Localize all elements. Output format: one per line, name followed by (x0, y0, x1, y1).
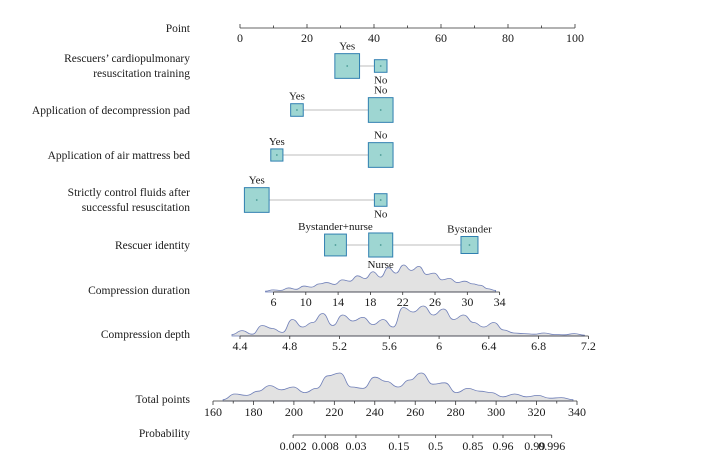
axis-depth-tick-label: 5.6 (382, 339, 397, 353)
level-label-pad: No (374, 85, 388, 97)
row-label-identity: Rescuer identity (115, 240, 190, 252)
total-points-tick-label: 300 (487, 405, 505, 419)
probability-tick-label: 0.5 (428, 439, 443, 453)
probability-tick-label: 0.96 (492, 439, 513, 453)
level-label-training: Yes (339, 41, 355, 53)
row-label-pad: Application of decompression pad (32, 105, 190, 117)
total-points-tick-label: 260 (406, 405, 424, 419)
probability-tick-label: 0.002 (280, 439, 307, 453)
row-label-fluids: Strictly control fluids after (68, 187, 190, 199)
points-axis-tick-label: 100 (566, 31, 584, 45)
points-axis-tick-label: 40 (368, 31, 380, 45)
level-label-identity: Bystander (447, 224, 492, 236)
row-label-mattress: Application of air mattress bed (48, 150, 191, 162)
level-center-pad (379, 109, 382, 111)
level-center-pad (296, 109, 298, 111)
probability-tick-label: 0.15 (388, 439, 409, 453)
level-label-fluids: No (374, 208, 388, 220)
level-label-mattress: Yes (269, 136, 285, 148)
axis-duration-tick-label: 34 (494, 295, 506, 309)
level-center-identity (468, 244, 471, 246)
level-center-identity (379, 244, 382, 246)
points-axis-tick-label: 0 (237, 31, 243, 45)
row-label-fluids: successful resuscitation (82, 202, 191, 214)
level-label-pad: Yes (289, 91, 305, 103)
level-center-fluids (379, 199, 382, 201)
density-depth (231, 305, 585, 337)
total-points-tick-label: 200 (285, 405, 303, 419)
axis-depth-tick-label: 4.4 (233, 339, 248, 353)
row-label-training: resuscitation training (93, 68, 190, 80)
row-label-duration: Compression duration (88, 285, 190, 297)
probability-tick-label: 0.99 (524, 439, 545, 453)
probability-tick-label: 0.996 (538, 439, 565, 453)
level-center-mattress (379, 154, 382, 156)
points-axis-tick-label: 60 (435, 31, 447, 45)
probability-tick-label: 0.85 (462, 439, 483, 453)
level-label-mattress: No (374, 130, 388, 142)
level-label-training: No (374, 74, 388, 86)
total-points-tick-label: 320 (528, 405, 546, 419)
level-center-fluids (255, 199, 258, 201)
axis-depth-tick-label: 5.2 (332, 339, 347, 353)
axis-duration-tick-label: 26 (429, 295, 441, 309)
density-duration (265, 264, 497, 293)
axis-depth-tick-label: 7.2 (581, 339, 596, 353)
total-points-tick-label: 160 (204, 405, 222, 419)
axis-duration-tick-label: 22 (397, 295, 409, 309)
level-center-training (379, 65, 382, 67)
probability-tick-label: 0.008 (312, 439, 339, 453)
total-points-tick-label: 340 (568, 405, 586, 419)
row-label-training: Rescuers’ cardiopulmonary (64, 53, 190, 65)
level-label-identity: Bystander+nurse (298, 221, 373, 233)
total-points-label: Total points (136, 394, 191, 406)
level-center-training (346, 65, 349, 67)
axis-duration-tick-label: 30 (461, 295, 473, 309)
points-axis-tick-label: 20 (301, 31, 313, 45)
axis-depth-tick-label: 6.8 (531, 339, 546, 353)
axis-duration-tick-label: 14 (332, 295, 344, 309)
probability-tick-label: 0.03 (345, 439, 366, 453)
total-points-tick-label: 280 (447, 405, 465, 419)
axis-depth-tick-label: 6.4 (481, 339, 496, 353)
probability-label: Probability (139, 428, 190, 440)
total-points-tick-label: 240 (366, 405, 384, 419)
axis-duration-tick-label: 10 (300, 295, 312, 309)
level-label-fluids: Yes (249, 175, 265, 187)
total-points-tick-label: 180 (244, 405, 262, 419)
axis-duration-tick-label: 6 (271, 295, 277, 309)
density-total-points (222, 372, 574, 402)
level-center-mattress (275, 154, 278, 156)
row-label-depth: Compression depth (101, 329, 190, 341)
level-center-identity (334, 244, 337, 246)
points-axis-label: Point (166, 23, 191, 35)
points-axis-tick-label: 80 (502, 31, 514, 45)
total-points-tick-label: 220 (325, 405, 343, 419)
axis-depth-tick-label: 6 (436, 339, 442, 353)
axis-depth-tick-label: 4.8 (282, 339, 297, 353)
axis-duration-tick-label: 18 (364, 295, 376, 309)
